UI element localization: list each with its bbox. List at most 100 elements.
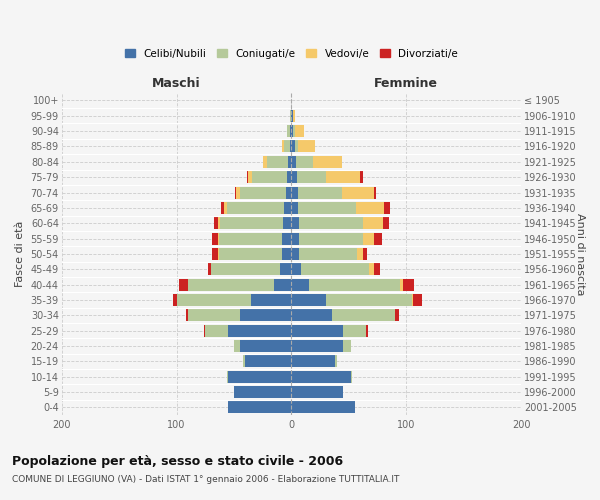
Bar — [220, 218, 283, 229]
Bar — [292, 356, 335, 368]
Bar — [292, 140, 295, 152]
Bar — [287, 125, 290, 137]
Bar — [208, 264, 211, 276]
Bar — [298, 186, 342, 198]
Bar — [239, 340, 292, 352]
Bar — [204, 324, 205, 336]
Bar — [282, 248, 292, 260]
Bar — [228, 324, 292, 336]
Text: COMUNE DI LEGGIUNO (VA) - Dati ISTAT 1° gennaio 2006 - Elaborazione TUTTITALIA.I: COMUNE DI LEGGIUNO (VA) - Dati ISTAT 1° … — [12, 475, 400, 484]
Bar — [290, 110, 292, 122]
Bar — [292, 171, 297, 183]
Bar — [284, 202, 292, 214]
Bar — [280, 264, 292, 276]
Bar — [243, 356, 245, 368]
Bar — [301, 264, 370, 276]
Bar — [292, 248, 299, 260]
Bar — [234, 340, 239, 352]
Bar — [292, 324, 343, 336]
Bar — [234, 386, 292, 398]
Bar — [292, 386, 343, 398]
Bar — [290, 125, 292, 137]
Text: Femmine: Femmine — [374, 78, 438, 90]
Bar — [296, 156, 313, 168]
Bar — [383, 218, 389, 229]
Bar — [239, 186, 286, 198]
Text: Popolazione per età, sesso e stato civile - 2006: Popolazione per età, sesso e stato civil… — [12, 455, 343, 468]
Bar — [236, 186, 239, 198]
Bar — [297, 171, 326, 183]
Text: Maschi: Maschi — [152, 78, 201, 90]
Bar — [290, 140, 292, 152]
Bar — [343, 324, 366, 336]
Bar — [211, 264, 280, 276]
Bar — [308, 278, 400, 290]
Bar — [299, 232, 362, 244]
Bar — [299, 218, 362, 229]
Bar — [295, 140, 298, 152]
Bar — [224, 202, 227, 214]
Bar — [412, 294, 413, 306]
Y-axis label: Anni di nascita: Anni di nascita — [575, 212, 585, 295]
Bar — [253, 171, 287, 183]
Bar — [298, 140, 316, 152]
Bar — [292, 340, 343, 352]
Bar — [292, 371, 351, 382]
Bar — [245, 356, 292, 368]
Bar — [179, 278, 188, 290]
Bar — [205, 324, 228, 336]
Bar — [362, 218, 383, 229]
Bar — [235, 186, 236, 198]
Bar — [326, 294, 412, 306]
Bar — [370, 264, 374, 276]
Bar — [218, 232, 219, 244]
Bar — [292, 125, 293, 137]
Bar — [228, 402, 292, 413]
Bar — [286, 186, 292, 198]
Bar — [395, 310, 399, 322]
Bar — [288, 156, 292, 168]
Bar — [219, 248, 282, 260]
Bar — [292, 310, 332, 322]
Bar — [214, 218, 218, 229]
Bar — [403, 278, 414, 290]
Bar — [292, 402, 355, 413]
Bar — [343, 340, 351, 352]
Bar — [251, 294, 292, 306]
Bar — [292, 156, 296, 168]
Bar — [228, 371, 292, 382]
Bar — [374, 232, 382, 244]
Bar — [292, 278, 308, 290]
Bar — [366, 324, 368, 336]
Bar — [357, 248, 362, 260]
Bar — [385, 202, 390, 214]
Bar — [218, 218, 220, 229]
Bar — [248, 171, 253, 183]
Bar — [263, 156, 267, 168]
Bar — [293, 110, 295, 122]
Bar — [292, 264, 301, 276]
Bar — [298, 202, 356, 214]
Bar — [188, 278, 274, 290]
Bar — [293, 125, 295, 137]
Legend: Celibi/Nubili, Coniugati/e, Vedovi/e, Divorziati/e: Celibi/Nubili, Coniugati/e, Vedovi/e, Di… — [121, 44, 463, 62]
Bar — [274, 278, 292, 290]
Bar — [284, 140, 290, 152]
Bar — [239, 310, 292, 322]
Bar — [267, 156, 288, 168]
Bar — [282, 140, 284, 152]
Bar — [227, 371, 228, 382]
Bar — [374, 186, 376, 198]
Bar — [351, 371, 352, 382]
Bar — [292, 218, 299, 229]
Bar — [326, 171, 360, 183]
Bar — [186, 310, 188, 322]
Bar — [212, 248, 218, 260]
Bar — [332, 310, 395, 322]
Bar — [360, 171, 362, 183]
Bar — [292, 232, 299, 244]
Y-axis label: Fasce di età: Fasce di età — [15, 221, 25, 287]
Bar — [247, 171, 248, 183]
Bar — [188, 310, 239, 322]
Bar — [212, 232, 218, 244]
